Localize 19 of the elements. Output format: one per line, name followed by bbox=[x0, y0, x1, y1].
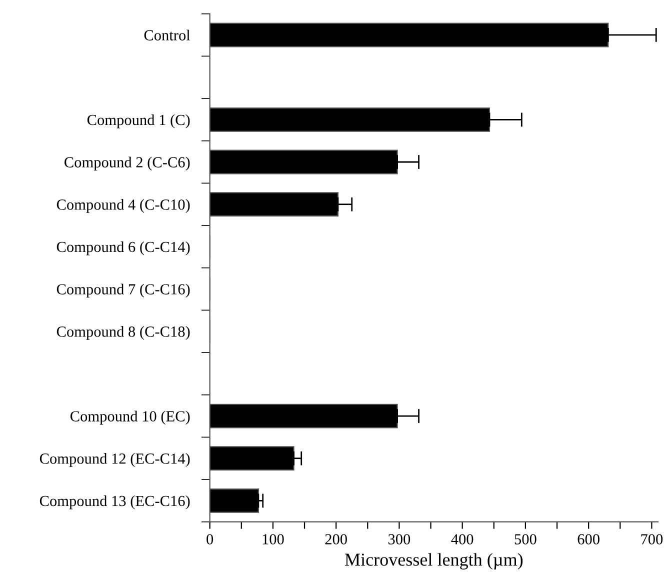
x-tick-label: 100 bbox=[262, 534, 284, 544]
y-tick-label: Compound 1 (C) bbox=[87, 114, 190, 128]
x-tick-label: 600 bbox=[578, 534, 600, 544]
x-tick-label: 300 bbox=[388, 534, 410, 544]
x-tick-label: 200 bbox=[325, 534, 347, 544]
y-tick-label: Compound 6 (C-C14) bbox=[56, 241, 190, 256]
y-tick-label: Compound 8 (C-C18) bbox=[56, 326, 190, 340]
x-tick-label: 700 bbox=[641, 534, 663, 544]
x-tick-label: 0 bbox=[206, 534, 214, 544]
y-tick-label: Compound 7 (C-C16) bbox=[56, 284, 190, 298]
y-tick-label: Compound 4 (C-C10) bbox=[56, 199, 190, 213]
y-tick-label: Compound 10 (EC) bbox=[70, 410, 190, 425]
y-tick-label: Compound 12 (EC-C14) bbox=[40, 453, 190, 467]
x-tick-label: 500 bbox=[514, 534, 536, 544]
x-tick-label: 400 bbox=[451, 534, 474, 544]
y-tick-label: Compound 2 (C-C6) bbox=[64, 156, 190, 171]
y-tick-label: Control bbox=[144, 30, 190, 40]
y-tick-label: Compound 13 (EC-C16) bbox=[40, 495, 190, 510]
x-axis-title: Microvessel length (µm) bbox=[345, 553, 523, 570]
